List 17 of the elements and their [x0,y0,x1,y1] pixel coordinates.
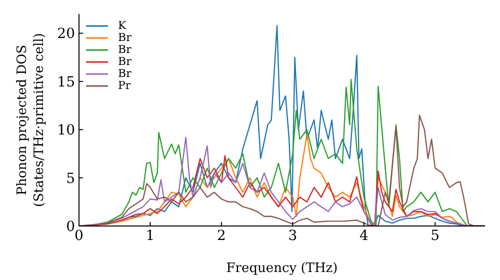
x-axis-title: Frequency (THz) [226,261,338,276]
legend-label: Br [118,43,132,56]
legend-label: Br [118,55,132,68]
y-axis-title: Phonon projected DOS (States/THz·primitive cell) [15,32,47,208]
legend-label: Br [118,67,132,80]
legend-label: Pr [118,79,131,92]
y-tick-label: 5 [66,170,75,187]
y-tick-label: 15 [57,74,75,90]
y-tick-label: 20 [57,26,75,42]
legend-label: K [118,19,126,32]
x-tick-label: 5 [430,228,440,244]
legend-label: Br [118,31,132,44]
x-tick-label: 3 [288,228,298,244]
x-tick-label: 1 [146,228,155,244]
x-tick-label: 2 [216,228,226,244]
x-tick-label: 4 [359,228,368,244]
y-tick-label: 10 [57,122,75,139]
